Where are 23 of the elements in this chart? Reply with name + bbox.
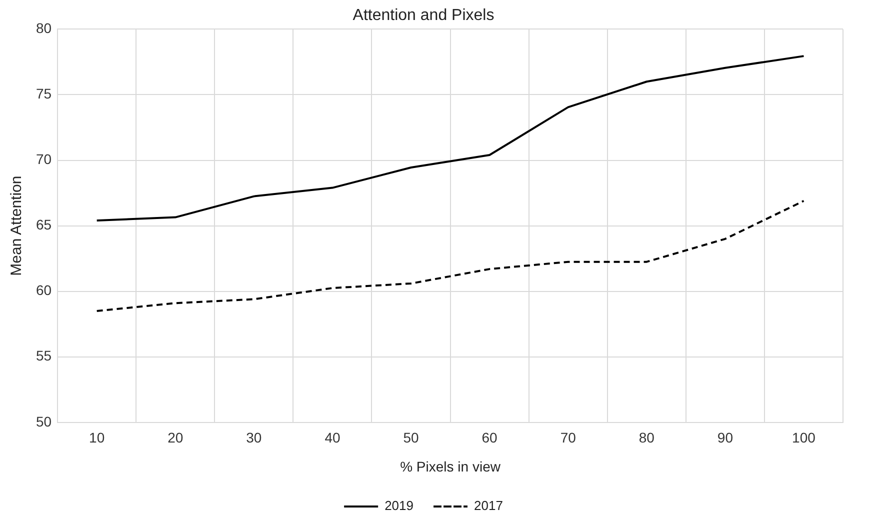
y-axis-title: Mean Attention — [8, 176, 26, 276]
legend-label: 2019 — [384, 498, 414, 514]
y-tick-label: 55 — [36, 348, 52, 364]
x-tick-label: 90 — [717, 430, 734, 446]
y-tick-label: 75 — [36, 86, 52, 102]
x-tick-label: 80 — [638, 430, 655, 446]
y-tick-label: 80 — [36, 20, 52, 36]
y-tick-label: 60 — [36, 282, 52, 298]
x-tick-label: 70 — [560, 430, 576, 446]
x-axis-title: % Pixels in view — [400, 458, 502, 474]
y-tick-label: 70 — [36, 151, 52, 168]
x-tick-label: 50 — [403, 430, 420, 446]
x-tick-label: 20 — [168, 430, 184, 446]
y-tick-label: 65 — [36, 216, 52, 233]
x-tick-label: 100 — [792, 430, 816, 446]
chart-title: Attention and Pixels — [352, 7, 494, 24]
line-series — [96, 200, 805, 312]
y-tick-label: 50 — [36, 413, 52, 430]
x-tick-label: 40 — [324, 430, 340, 446]
x-tick-label: 10 — [89, 430, 105, 446]
legend-label: 2017 — [474, 498, 503, 514]
x-tick-label: 60 — [482, 430, 498, 446]
x-tick-label: 30 — [246, 430, 262, 446]
